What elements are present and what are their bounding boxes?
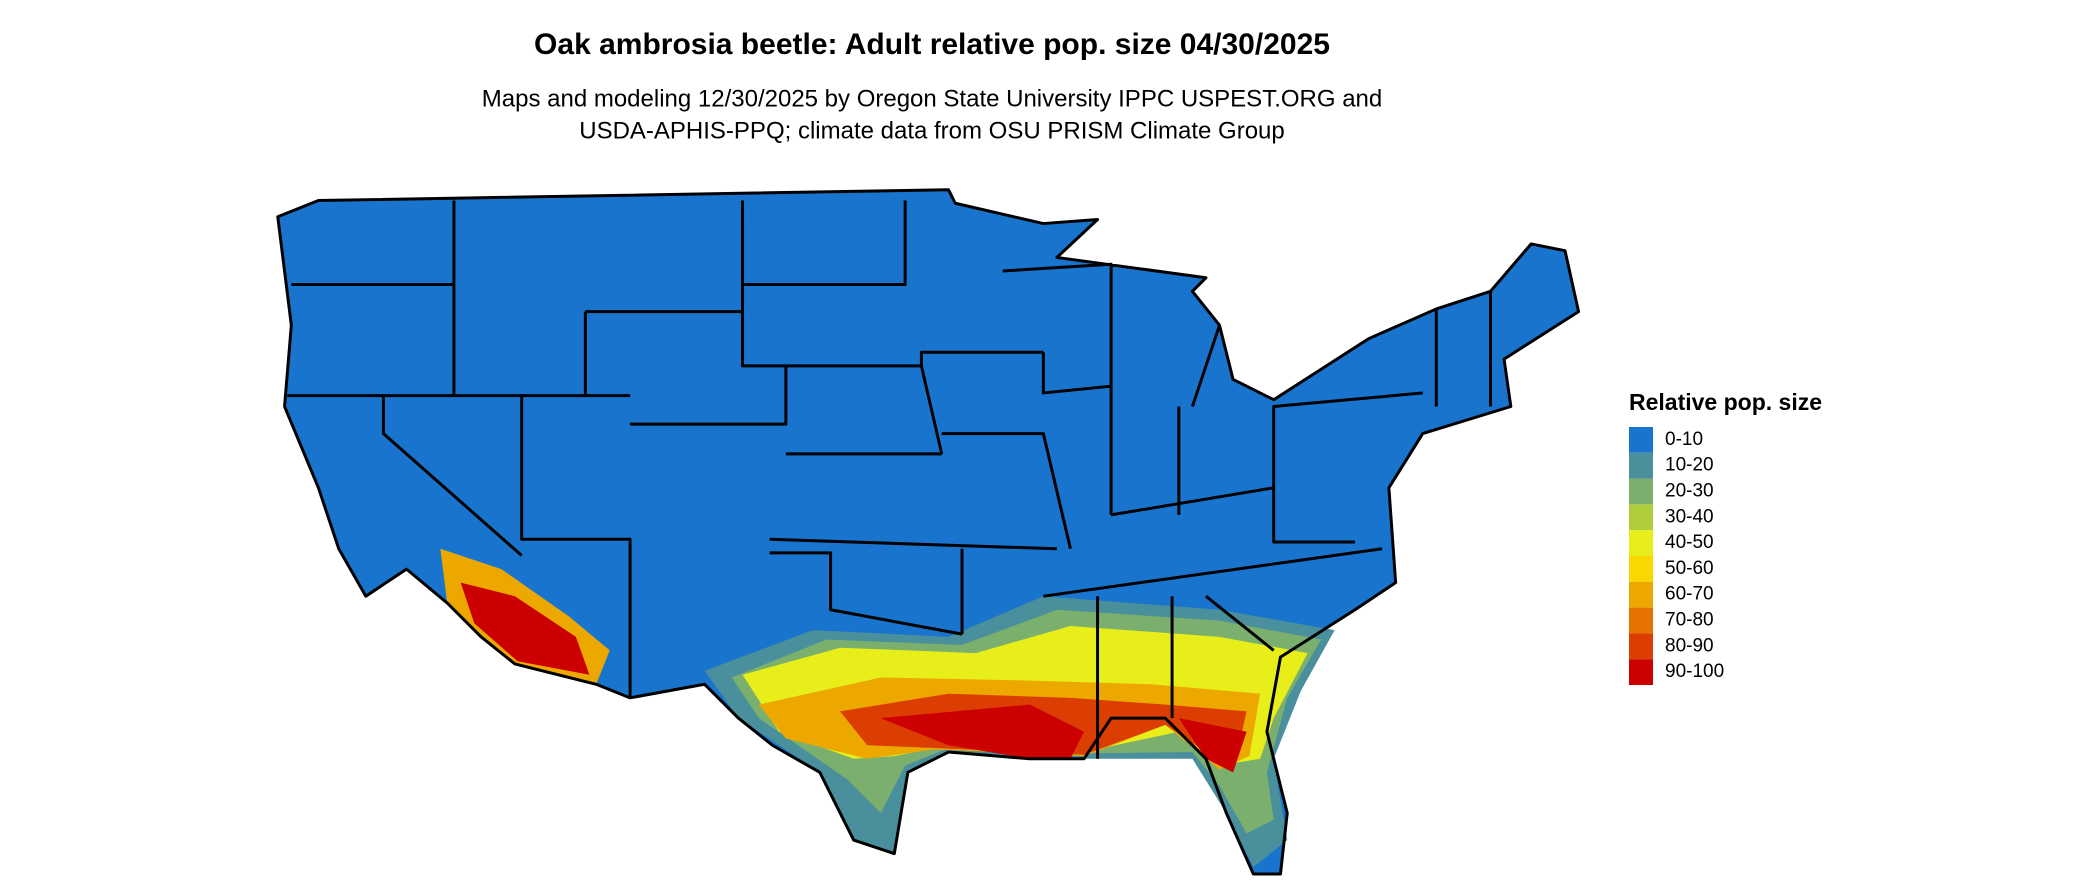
legend-swatch (1629, 504, 1653, 531)
legend-swatch (1629, 530, 1653, 556)
us-outline (277, 189, 1579, 874)
legend-swatch (1629, 427, 1653, 453)
zone (460, 582, 590, 675)
legend-label: 80-90 (1665, 635, 1714, 656)
legend-title: Relative pop. size (1629, 389, 1822, 415)
legend-label: 90-100 (1665, 661, 1724, 682)
subtitle: USDA-APHIS-PPQ; climate data from OSU PR… (579, 117, 1285, 144)
legend: 0-10 10-20 20-30 30-40 40-50 50-60 60-70 70-80 8… (1629, 427, 1724, 685)
legend-label: 20-30 (1665, 481, 1714, 502)
legend-label: 50-60 (1665, 558, 1714, 579)
legend-swatch (1629, 607, 1653, 634)
legend-label: 0-10 (1665, 429, 1703, 450)
legend-swatch (1629, 452, 1653, 479)
legend-swatch (1629, 659, 1653, 685)
legend-label: 40-50 (1665, 532, 1714, 553)
legend-label: 10-20 (1665, 455, 1714, 476)
map (276, 188, 1581, 876)
legend-swatch (1629, 633, 1653, 660)
legend-label: 60-70 (1665, 584, 1714, 605)
subtitle: Maps and modeling 12/30/2025 by Oregon S… (482, 85, 1382, 112)
title: Oak ambrosia beetle: Adult relative pop.… (534, 28, 1330, 61)
legend-label: 70-80 (1665, 610, 1714, 631)
legend-swatch (1629, 478, 1653, 505)
state-lines (276, 188, 1581, 876)
legend-swatch (1629, 556, 1653, 582)
zone (880, 704, 1247, 773)
legend-label: 30-40 (1665, 506, 1714, 527)
legend-swatch (1629, 581, 1653, 608)
